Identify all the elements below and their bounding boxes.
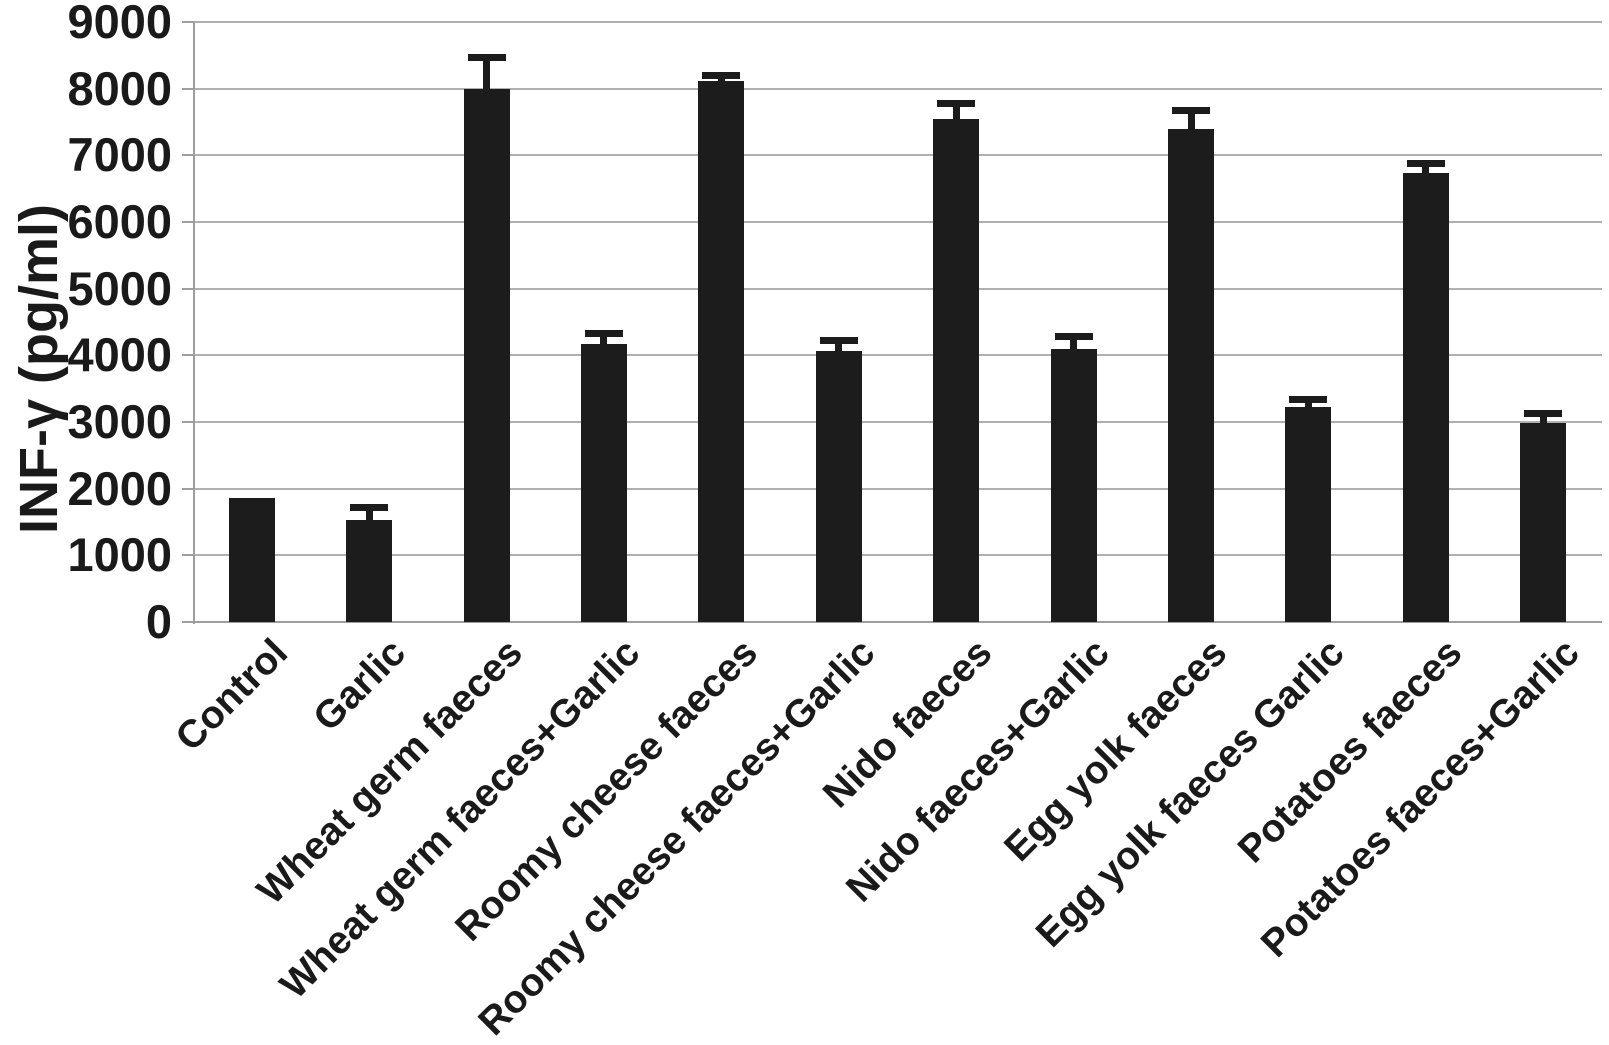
y-tick-mark [182,154,194,157]
error-bar-stem [600,333,608,344]
y-tick-mark [182,554,194,557]
y-tick-label: 8000 [67,61,172,115]
y-tick-label: 0 [145,595,172,648]
gridline [193,487,1602,490]
y-tick-label: 7000 [67,128,172,182]
error-bar-cap [1524,410,1563,418]
y-tick-mark [182,21,194,23]
error-bar-cap [937,99,976,107]
bar [1402,172,1449,622]
gridline [193,87,1602,90]
gridline [193,287,1602,290]
error-bar-stem [1539,413,1547,423]
x-category-label: Egg yolk faeces [996,631,1236,870]
y-tick-mark [182,221,194,223]
y-tick-label: 9000 [67,0,172,48]
bar [933,119,980,622]
gridline [193,421,1602,423]
error-bar-stem [1070,336,1078,349]
y-tick-mark [182,621,194,623]
y-tick-mark [182,87,194,90]
gridline [193,554,1602,557]
error-bar-stem [1187,110,1195,129]
bar [1285,406,1332,622]
x-category-label: Garlic [304,631,414,740]
y-tick-mark [182,354,194,357]
error-bar-stem [952,102,960,120]
error-bar-cap [467,53,506,61]
y-tick-label: 4000 [67,328,172,382]
gridline [193,154,1602,157]
error-bar-cap [1054,333,1093,340]
bar [698,81,745,622]
y-axis-line [193,22,195,624]
y-tick-label: 1000 [67,528,172,582]
bar [1168,128,1215,622]
error-bar-cap [1406,159,1445,167]
error-bar-cap [584,330,623,338]
y-tick-mark [182,287,194,290]
gridline [193,354,1602,357]
bar [346,520,393,622]
y-tick-label: 2000 [67,461,172,515]
bar [580,344,627,622]
y-tick-mark [182,421,194,423]
error-bar-stem [835,340,843,352]
error-bar-cap [1172,107,1211,114]
x-axis-line [193,621,1602,623]
gridline [193,21,1602,23]
bar [815,351,862,622]
y-tick-mark [182,487,194,490]
x-category-label: Control [167,631,297,760]
gridline [193,221,1602,223]
bar [1050,348,1097,622]
error-bar-stem [483,56,491,89]
y-tick-label: 3000 [67,395,172,448]
error-bar-cap [702,72,741,80]
error-bar-cap [819,337,858,344]
y-tick-label: 5000 [67,261,172,315]
y-tick-label: 6000 [67,195,172,248]
error-bar-stem [1422,162,1430,173]
error-bar-cap [350,503,389,511]
bar [228,498,275,622]
error-bar-cap [1289,396,1328,404]
bar [1520,422,1567,622]
bar [463,88,510,622]
error-bar-stem [365,506,373,520]
